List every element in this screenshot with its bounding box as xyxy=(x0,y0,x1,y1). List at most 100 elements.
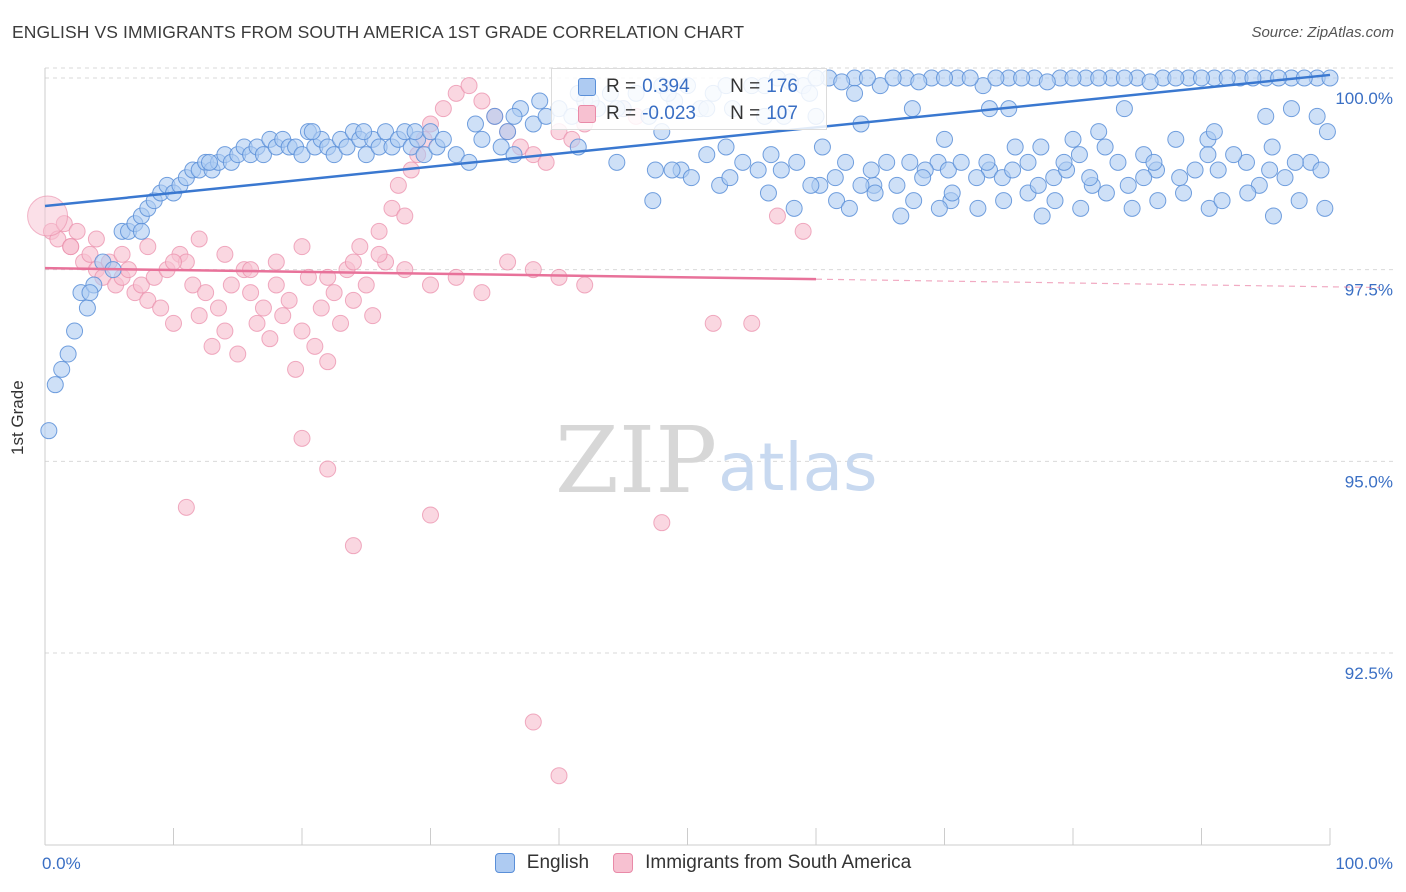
english-point xyxy=(1038,73,1056,91)
legend-item-english[interactable]: English xyxy=(494,852,590,874)
immig-trend-extension xyxy=(815,278,1381,289)
immig-point xyxy=(139,238,157,256)
english-point xyxy=(682,169,700,187)
english-point xyxy=(1186,161,1204,179)
english-point xyxy=(969,199,987,217)
english-point xyxy=(1264,207,1282,225)
english-point xyxy=(914,169,932,187)
immig-point xyxy=(139,291,157,309)
english-swatch xyxy=(578,78,596,96)
english-point xyxy=(1276,169,1294,187)
english-point xyxy=(1308,107,1326,125)
immig-point xyxy=(370,245,388,263)
immig-point xyxy=(261,330,279,348)
english-point xyxy=(987,69,1005,87)
english-point xyxy=(644,192,662,210)
english-point xyxy=(200,153,218,171)
immig-swatch xyxy=(578,105,596,123)
immig-trend-line xyxy=(44,266,817,281)
english-point xyxy=(1282,100,1300,118)
immig-point xyxy=(576,276,594,294)
english-point xyxy=(466,115,484,133)
immig-point xyxy=(344,291,362,309)
immig-point xyxy=(364,307,382,325)
english-point xyxy=(303,123,321,141)
english-point xyxy=(721,169,739,187)
english-point xyxy=(59,345,77,363)
immig-r-value: -0.023 xyxy=(642,103,696,124)
english-point xyxy=(846,84,864,102)
english-point xyxy=(1064,69,1082,87)
english-point xyxy=(852,176,870,194)
chart-title: ENGLISH VS IMMIGRANTS FROM SOUTH AMERICA… xyxy=(12,22,745,42)
immig-point xyxy=(248,314,266,332)
immig-point xyxy=(293,429,311,447)
immig-point xyxy=(370,222,388,240)
immig-point xyxy=(794,222,812,240)
english-point xyxy=(1290,192,1308,210)
immig-point xyxy=(383,199,401,217)
english-point xyxy=(53,360,71,378)
immig-point xyxy=(190,307,208,325)
english-point xyxy=(762,146,780,164)
english-point xyxy=(81,284,99,302)
immig-point xyxy=(267,276,285,294)
english-point xyxy=(132,222,150,240)
immig-point xyxy=(287,360,305,378)
english-point xyxy=(759,184,777,202)
english-point xyxy=(377,123,395,141)
english-point xyxy=(1064,130,1082,148)
english-r-value: 0.394 xyxy=(642,76,690,97)
legend-immig-swatch xyxy=(613,853,634,873)
legend-immig-label: Immigrants from South America xyxy=(645,852,912,873)
english-point xyxy=(355,123,373,141)
immig-point xyxy=(242,284,260,302)
english-point xyxy=(1263,138,1281,156)
english-point xyxy=(1006,138,1024,156)
legend-english-label: English xyxy=(526,852,590,873)
immig-point xyxy=(229,345,247,363)
immig-point xyxy=(222,276,240,294)
english-point xyxy=(910,73,928,91)
immig-point xyxy=(87,230,105,248)
immig-point xyxy=(447,84,465,102)
english-point xyxy=(663,161,681,179)
english-point xyxy=(1213,192,1231,210)
english-point xyxy=(698,146,716,164)
english-point xyxy=(901,153,919,171)
immig-point xyxy=(165,253,182,271)
immig-point xyxy=(473,284,491,302)
immig-point xyxy=(62,238,80,256)
immig-point xyxy=(209,299,227,317)
english-point xyxy=(1119,176,1137,194)
immig-point xyxy=(768,207,786,225)
english-point xyxy=(1096,138,1114,156)
english-point xyxy=(1072,199,1090,217)
immig-point xyxy=(312,299,330,317)
english-point xyxy=(1286,153,1304,171)
watermark-atlas: atlas xyxy=(718,429,878,506)
english-point xyxy=(1270,69,1288,87)
english-point xyxy=(1225,146,1243,164)
immig-n-label: N = xyxy=(730,103,761,124)
english-point xyxy=(1145,153,1163,171)
english-point xyxy=(1081,169,1099,187)
x-tick-label: 0.0% xyxy=(42,854,81,873)
legend-item-immig[interactable]: Immigrants from South America xyxy=(613,852,911,874)
immig-point xyxy=(216,322,234,340)
immig-point xyxy=(473,92,491,110)
english-point xyxy=(974,77,992,95)
immig-point xyxy=(332,314,350,332)
english-point xyxy=(833,73,851,91)
english-point xyxy=(961,69,979,87)
english-point xyxy=(505,107,523,125)
english-point xyxy=(1090,123,1108,141)
english-point xyxy=(802,176,820,194)
english-point xyxy=(840,199,858,217)
english-point xyxy=(930,199,948,217)
immig-point xyxy=(242,261,260,279)
english-r-label: R = xyxy=(606,76,637,97)
english-point xyxy=(785,199,803,217)
immig-point xyxy=(344,253,362,271)
stats-row-english: R = 0.394 N = 176 xyxy=(552,74,798,100)
